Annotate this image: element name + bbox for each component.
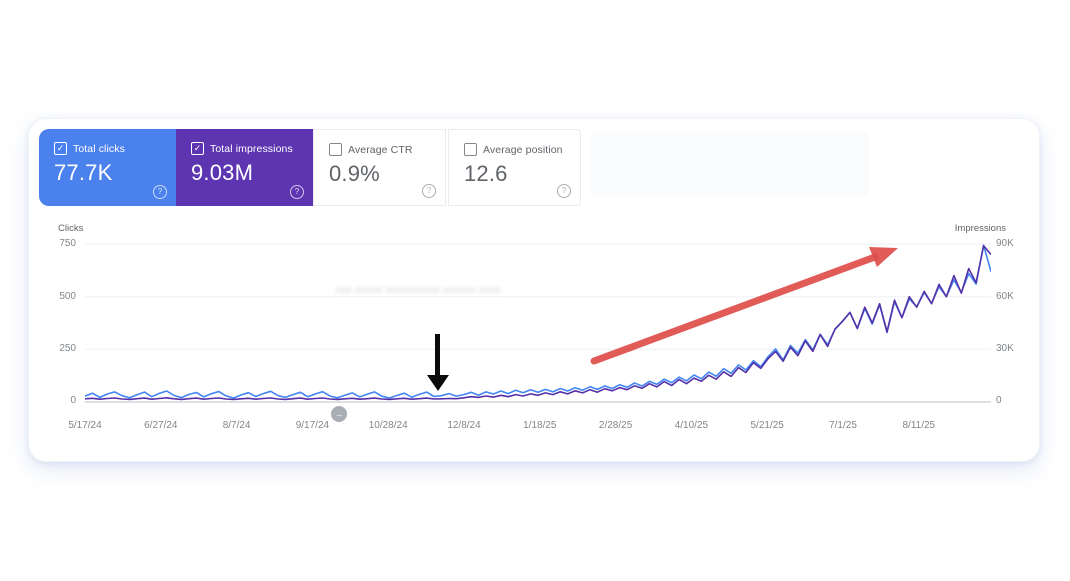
x-axis-tick: 12/8/24 [447, 420, 481, 431]
metric-value: 9.03M [191, 160, 254, 185]
x-axis-tick: 10/28/24 [368, 420, 408, 431]
checkbox-unchecked-icon[interactable] [329, 143, 342, 156]
x-axis-tick: 4/10/25 [674, 420, 709, 431]
series-line-impressions [85, 245, 991, 401]
help-icon[interactable]: ? [153, 185, 167, 199]
black-arrow-head [427, 375, 449, 391]
x-axis-tick: 8/11/25 [902, 420, 936, 431]
y-axis-tick: 60K [996, 291, 1014, 302]
x-axis-tick: 5/21/25 [750, 420, 784, 431]
performance-card: ✓ Total clicks 77.7K ? ✓ Total impressio… [28, 118, 1040, 462]
metric-value: 0.9% [329, 161, 380, 186]
x-axis-tick: 2/28/25 [598, 420, 633, 431]
y-axis-tick: 750 [59, 238, 76, 249]
metric-label: Total impressions [210, 142, 293, 155]
black-event-arrow [427, 334, 449, 392]
checkbox-unchecked-icon[interactable] [464, 143, 477, 156]
metric-label: Average position [483, 143, 563, 156]
y-axis-tick: 250 [59, 343, 76, 354]
metric-value: 12.6 [464, 161, 508, 186]
metric-card-total-clicks[interactable]: ✓ Total clicks 77.7K ? [39, 129, 176, 206]
left-axis-title: Clicks [58, 223, 84, 234]
help-icon[interactable]: ? [422, 184, 436, 198]
checkbox-checked-icon[interactable]: ✓ [54, 142, 67, 155]
chart-scrubber-button[interactable]: → [331, 406, 347, 422]
help-icon[interactable]: ? [290, 185, 304, 199]
black-arrow-shaft [435, 334, 440, 376]
x-axis-tick: 1/18/25 [523, 420, 557, 431]
empty-placeholder-block [591, 131, 869, 197]
metric-value: 77.7K [54, 160, 113, 185]
series-line-clicks [85, 244, 991, 399]
x-axis-tick: 5/17/24 [68, 420, 102, 431]
redacted-text: ### ##### ########## ###### #### [336, 286, 502, 295]
metric-label: Average CTR [348, 143, 413, 156]
metric-card-average-ctr[interactable]: Average CTR 0.9% ? [313, 129, 446, 206]
x-axis-tick: 9/17/24 [295, 420, 330, 431]
x-axis-tick: 8/7/24 [222, 420, 251, 431]
metric-card-total-impressions[interactable]: ✓ Total impressions 9.03M ? [176, 129, 313, 206]
x-axis-tick: 6/27/24 [144, 420, 178, 431]
y-axis-tick: 0 [996, 395, 1002, 406]
y-axis-tick: 0 [70, 395, 76, 406]
x-axis: 5/17/24 6/27/24 8/7/24 9/17/24 10/28/24 12/8/… [29, 420, 1041, 434]
checkbox-checked-icon[interactable]: ✓ [191, 142, 204, 155]
right-axis-title: Impressions [954, 223, 1006, 234]
y-axis-tick: 90K [996, 238, 1014, 249]
metric-label: Total clicks [73, 142, 125, 155]
metrics-row: ✓ Total clicks 77.7K ? ✓ Total impressio… [39, 129, 581, 206]
help-icon[interactable]: ? [557, 184, 571, 198]
performance-chart-plot[interactable] [85, 237, 991, 409]
x-axis-tick: 7/1/25 [829, 420, 857, 431]
y-axis-tick: 500 [59, 291, 76, 302]
y-axis-tick: 30K [996, 343, 1014, 354]
metric-card-average-position[interactable]: Average position 12.6 ? [448, 129, 581, 206]
